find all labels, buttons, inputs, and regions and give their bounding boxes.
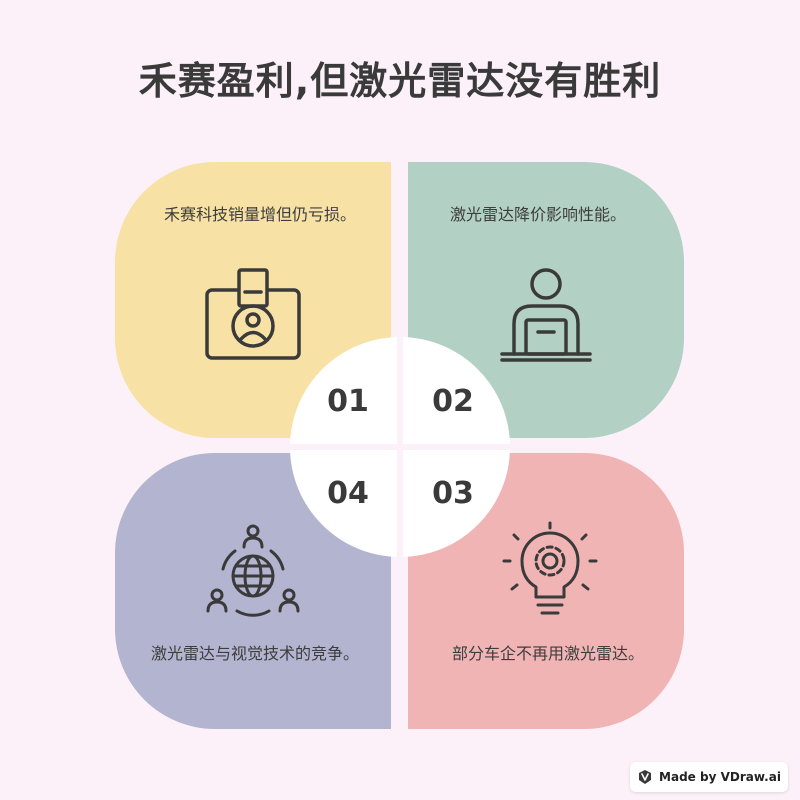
lightbulb-gear-icon (502, 521, 598, 615)
quadrant-04-text: 激光雷达与视觉技术的竞争。 (150, 644, 359, 663)
person-at-laptop-icon (500, 268, 592, 362)
quadrant-01-text: 禾赛科技销量增但仍亏损。 (163, 205, 356, 224)
id-badge-icon (205, 268, 301, 360)
made-by-label: Made by VDraw.ai (659, 770, 781, 784)
step-number-03: 03 (432, 476, 474, 511)
step-number-02: 02 (432, 384, 474, 419)
quadrant-01: 禾赛科技销量增但仍亏损。 (115, 162, 391, 438)
page-title: 禾赛盈利,但激光雷达没有胜利 (138, 59, 662, 103)
quadrant-02-text: 激光雷达降价影响性能。 (449, 205, 626, 224)
global-network-icon (206, 524, 300, 617)
quadrant-03-text: 部分车企不再用激光雷达。 (451, 644, 644, 663)
horizontal-divider (280, 444, 520, 450)
step-number-04: 04 (327, 476, 369, 511)
step-number-01: 01 (327, 384, 369, 419)
made-by-badge[interactable]: Made by VDraw.ai (630, 762, 788, 792)
vdraw-logo-icon (639, 770, 652, 784)
